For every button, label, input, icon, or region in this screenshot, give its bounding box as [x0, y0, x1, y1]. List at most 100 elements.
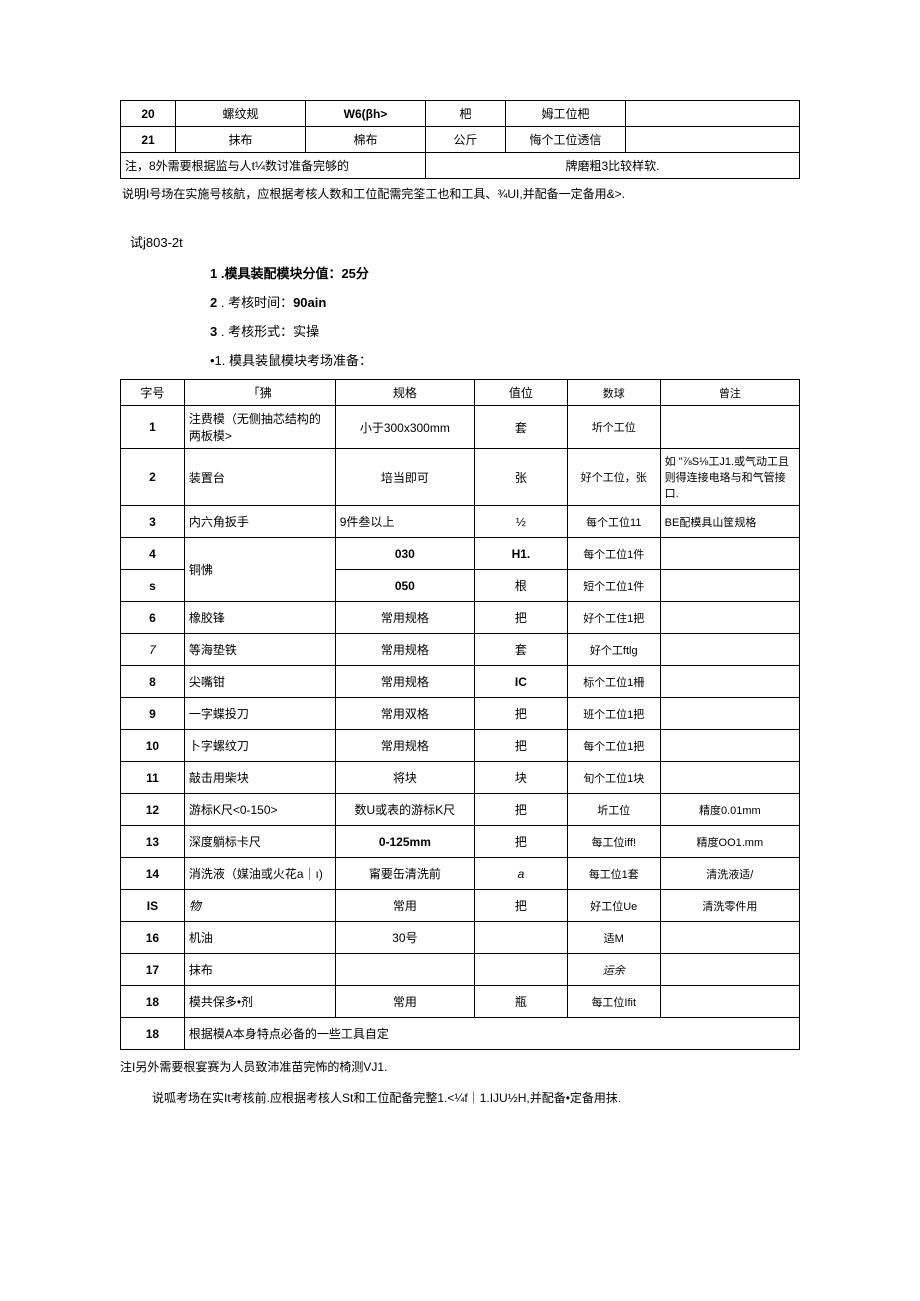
cell: 17: [121, 954, 185, 986]
cell: 4: [121, 538, 185, 570]
cell: [626, 101, 800, 127]
table-row: 10 卜字螺纹刀 常用规格 把 每个工位1把: [121, 730, 800, 762]
cell: 13: [121, 826, 185, 858]
cell: 注费模（无侧抽芯结构的两板模>: [184, 406, 335, 449]
table-row: 13 深度躺标卡尺 0-125mm 把 每工位iff! 精度OO1.mm: [121, 826, 800, 858]
cell: 圻工位: [567, 794, 660, 826]
cell: 好个工位，张: [567, 449, 660, 506]
cell: 姆工位杷: [506, 101, 626, 127]
cell: 030: [335, 538, 474, 570]
cell: 14: [121, 858, 185, 890]
cell: H1.: [474, 538, 567, 570]
cell: W6(βh>: [306, 101, 426, 127]
cell: [660, 666, 799, 698]
header-cell: 值位: [474, 380, 567, 406]
cell: 深度躺标卡尺: [184, 826, 335, 858]
cell: 9件叁以上: [335, 506, 474, 538]
header-cell: 曾注: [660, 380, 799, 406]
cell: [660, 954, 799, 986]
cell: 小于300x300mm: [335, 406, 474, 449]
cell: 3: [121, 506, 185, 538]
table-row: 注，8外需要根据监与人t¼数讨准备完够的 牌磨粗3比较样软.: [121, 153, 800, 179]
cell: 每工位iff!: [567, 826, 660, 858]
cell: 机油: [184, 922, 335, 954]
cell: 短个工位1件: [567, 570, 660, 602]
footer-notes: 注I另外需要根宴赛为人员致沛准苗完怖的椅测VJ1. 说呱考场在实It考核前.应根…: [120, 1058, 800, 1106]
cell: [660, 538, 799, 570]
cell: 0-125mm: [335, 826, 474, 858]
header-cell: 规格: [335, 380, 474, 406]
table-row: 16 机油 30号 适M: [121, 922, 800, 954]
table-row: 21 抹布 棉布 公斤 悔个工位透信: [121, 127, 800, 153]
table-header: 字号 「狒 规格 值位 数球 曾注: [121, 380, 800, 406]
cell: 公斤: [426, 127, 506, 153]
cell: 将块: [335, 762, 474, 794]
cell: 张: [474, 449, 567, 506]
cell: 敲击用柴块: [184, 762, 335, 794]
cell: 适M: [567, 922, 660, 954]
cell: 把: [474, 826, 567, 858]
list-item: •1. 模具装鼠模块考场准备：: [210, 350, 800, 369]
cell: [660, 986, 799, 1018]
cell: [660, 698, 799, 730]
cell: 套: [474, 406, 567, 449]
cell: 常用: [335, 890, 474, 922]
cell: 旬个工位1块: [567, 762, 660, 794]
section-title: 试j803-2t: [130, 232, 800, 251]
table-row: 20 螺纹规 W6(βh> 杷 姆工位杷: [121, 101, 800, 127]
cell: [474, 922, 567, 954]
table-row: 3 内六角扳手 9件叁以上 ½ 每个工位11 BE配模具山筐规格: [121, 506, 800, 538]
cell: 杷: [426, 101, 506, 127]
cell: 甯要缶清洗前: [335, 858, 474, 890]
cell: 1: [121, 406, 185, 449]
cell: 6: [121, 602, 185, 634]
table-row: 11 敲击用柴块 将块 块 旬个工位1块: [121, 762, 800, 794]
main-table: 字号 「狒 规格 值位 数球 曾注 1 注费模（无侧抽芯结构的两板模> 小于30…: [120, 379, 800, 1050]
table-row: 2 装置台 培当即可 张 好个工位，张 如 "⅞S⅛工J1.或气动工且则得连接电…: [121, 449, 800, 506]
cell: [626, 127, 800, 153]
cell: 运余: [567, 954, 660, 986]
table-row: 8 尖嘴钳 常用规格 IC 标个工位1柵: [121, 666, 800, 698]
cell: 卜字螺纹刀: [184, 730, 335, 762]
cell: 好个工ftlg: [567, 634, 660, 666]
table-row: 12 游标K尺<0-150> 数U或表的游标K尺 把 圻工位 精度0.01mm: [121, 794, 800, 826]
cell: 好工位Ue: [567, 890, 660, 922]
cell: 模共保多•剂: [184, 986, 335, 1018]
cell: 16: [121, 922, 185, 954]
cell: 常用: [335, 986, 474, 1018]
table-row: 17 抹布 运余: [121, 954, 800, 986]
list-items: 1 .模具装配模块分值：25分 2 . 考核时间：90ain 3 . 考核形式：…: [210, 263, 800, 369]
list-item: 1 .模具装配模块分值：25分: [210, 263, 800, 282]
cell: 18: [121, 1018, 185, 1050]
cell: s: [121, 570, 185, 602]
cell: 每个工位1件: [567, 538, 660, 570]
cell: [660, 634, 799, 666]
cell: 精度0.01mm: [660, 794, 799, 826]
table-row: 14 消洗液（媒油或火花a｜ı) 甯要缶清洗前 a 每工位1套 清洗液适/: [121, 858, 800, 890]
cell: 10: [121, 730, 185, 762]
cell: [660, 922, 799, 954]
cell: 2: [121, 449, 185, 506]
cell: 常用规格: [335, 730, 474, 762]
cell: 9: [121, 698, 185, 730]
note-text: 说明I号场在实施号核航，应根据考核人数和工位配需完筌工也和工具、¾UI,并配备一…: [120, 185, 800, 202]
cell: 一字蝶投刀: [184, 698, 335, 730]
cell: 游标K尺<0-150>: [184, 794, 335, 826]
table-row: 1 注费模（无侧抽芯结构的两板模> 小于300x300mm 套 圻个工位: [121, 406, 800, 449]
cell: 常用规格: [335, 602, 474, 634]
cell: [474, 954, 567, 986]
cell: [335, 954, 474, 986]
cell: 把: [474, 698, 567, 730]
cell: 橡胶锋: [184, 602, 335, 634]
cell: 把: [474, 890, 567, 922]
cell: 抹布: [184, 954, 335, 986]
cell: 根: [474, 570, 567, 602]
list-item: 3 . 考核形式：实操: [210, 321, 800, 340]
cell: 21: [121, 127, 176, 153]
cell: 每个工位1把: [567, 730, 660, 762]
cell: 把: [474, 602, 567, 634]
cell: 悔个工位透信: [506, 127, 626, 153]
cell: 数U或表的游标K尺: [335, 794, 474, 826]
table-row: 18 根据模A本身特点必备的一些工具自定: [121, 1018, 800, 1050]
header-cell: 字号: [121, 380, 185, 406]
